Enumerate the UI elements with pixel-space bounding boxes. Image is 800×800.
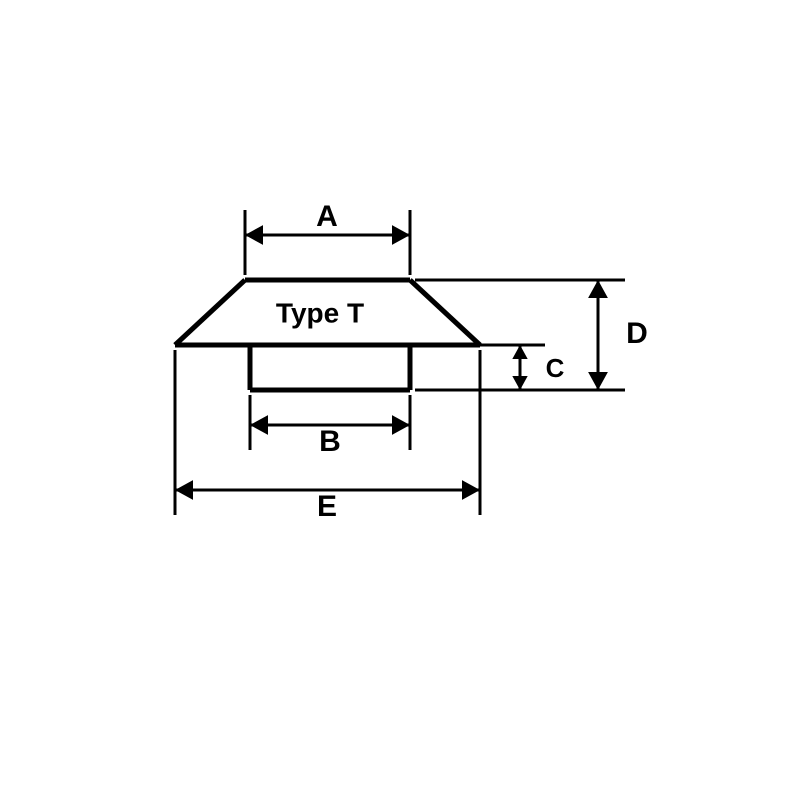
dim-label-C: C <box>546 353 565 383</box>
dim-label-E: E <box>317 490 337 523</box>
shape-label: Type T <box>276 297 364 328</box>
dim-label-D: D <box>626 317 648 350</box>
dim-label-A: A <box>316 200 338 233</box>
dim-label-B: B <box>319 425 341 458</box>
